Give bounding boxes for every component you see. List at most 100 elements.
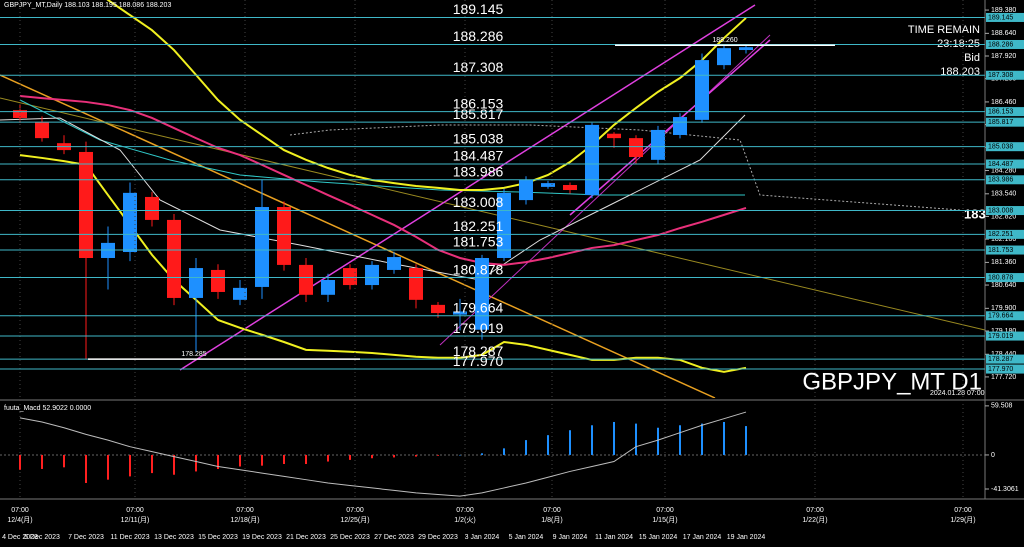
macd-bar — [63, 454, 65, 468]
level-tag-label: 181.753 — [988, 247, 1013, 254]
macd-bar — [679, 425, 681, 455]
x-time-label: 07:00 — [954, 507, 972, 514]
level-tag-label: 186.153 — [988, 108, 1013, 115]
candle-body — [79, 151, 93, 258]
candle-body — [35, 122, 49, 139]
level-tag-label: 180.878 — [988, 274, 1013, 281]
candle-body — [167, 219, 181, 298]
y-tick-label: 183.540 — [991, 191, 1016, 198]
x-date-label: 12/11(月) — [121, 516, 150, 524]
candle-body — [651, 129, 665, 160]
level-tag — [986, 159, 1024, 169]
trend-line — [0, 74, 716, 398]
level-tag — [986, 12, 1024, 22]
y-tick-label: 189.380 — [991, 7, 1016, 14]
channel-line — [179, 4, 756, 371]
x-time-label: 07:00 — [543, 507, 561, 514]
y-tick-label: 187.920 — [991, 53, 1016, 60]
level-tag — [986, 245, 1024, 255]
candle-body — [585, 124, 599, 196]
macd-bar — [107, 454, 109, 480]
candle-body — [629, 138, 643, 157]
macd-bar — [547, 435, 549, 455]
bid-value: 188.203 — [940, 66, 980, 78]
macd-bar — [327, 454, 329, 462]
y-tick-label: 59.508 — [991, 403, 1013, 410]
x-time-label: 07:00 — [236, 507, 254, 514]
macd-bar — [261, 454, 263, 466]
macd-bar — [283, 454, 285, 465]
candle-body — [123, 192, 137, 253]
x-tick-label: 4 Dec 2023 — [2, 534, 38, 541]
x-date-label: 12/4(月) — [7, 516, 32, 524]
x-date-label: 12/18(月) — [230, 516, 259, 524]
level-tag-label: 178.287 — [988, 356, 1013, 363]
candle-body — [277, 207, 291, 265]
x-time-label: 07:00 — [346, 507, 364, 514]
indicator-line — [19, 94, 747, 266]
candle-body — [431, 304, 445, 314]
level-tag — [986, 364, 1024, 374]
x-tick-label: 15 Jan 2024 — [639, 534, 678, 541]
level-tag-label: 182.251 — [988, 231, 1013, 238]
macd-bar — [613, 421, 615, 455]
macd-bar — [591, 425, 593, 455]
candle-body — [673, 117, 687, 135]
level-label: 185.038 — [453, 130, 504, 146]
macd-bar — [41, 454, 43, 469]
x-tick-label: 17 Jan 2024 — [683, 534, 722, 541]
candle-body — [695, 60, 709, 120]
macd-bar — [371, 454, 373, 459]
level-tag — [986, 229, 1024, 239]
channel-line — [439, 34, 771, 346]
level-tag-label: 177.970 — [988, 366, 1013, 373]
candle-body — [13, 110, 27, 118]
candle-body — [365, 264, 379, 286]
candle-body — [739, 47, 753, 51]
y-tick-label: 186.460 — [991, 99, 1016, 106]
time-remain: 23:18:25 — [937, 38, 980, 50]
side-label: 183 — [964, 206, 986, 221]
x-tick-label: 25 Dec 2023 — [330, 534, 370, 541]
y-tick-label: 179.900 — [991, 305, 1016, 312]
candle-body — [189, 268, 203, 298]
level-tag-label: 185.038 — [988, 144, 1013, 151]
level-tag — [986, 175, 1024, 185]
time-remain-label: TIME REMAIN — [908, 24, 980, 36]
macd-bar — [85, 454, 87, 483]
level-tag — [986, 117, 1024, 127]
macd-bar — [481, 453, 483, 455]
x-date-label: 1/22(月) — [802, 516, 827, 524]
macd-bar — [437, 454, 439, 456]
level-label: 189.145 — [453, 1, 504, 17]
macd-bar — [19, 454, 21, 470]
macd-bar — [635, 423, 637, 455]
annotation-label: 178.285 — [181, 351, 206, 358]
level-tag — [986, 107, 1024, 117]
level-tag — [986, 39, 1024, 49]
candle-body — [255, 207, 269, 287]
macd-label: fuuta_Macd 52.9022 0.0000 — [4, 405, 91, 412]
x-tick-label: 11 Jan 2024 — [595, 534, 633, 541]
level-label: 188.286 — [453, 28, 504, 44]
candle-body — [321, 280, 335, 295]
trend-line — [0, 97, 985, 331]
level-tag-label: 185.817 — [988, 119, 1013, 126]
candle-body — [563, 184, 577, 191]
candle-body — [299, 264, 313, 295]
x-tick-label: 3 Jan 2024 — [465, 534, 500, 541]
macd-bar — [459, 454, 461, 456]
level-label: 184.487 — [453, 148, 504, 164]
level-tag-label: 184.487 — [988, 161, 1013, 168]
x-date-label: 1/8(月) — [541, 516, 562, 524]
x-time-label: 07:00 — [11, 507, 29, 514]
level-label: 183.986 — [453, 163, 504, 179]
x-time-label: 07:00 — [656, 507, 674, 514]
y-tick-label: 177.720 — [991, 374, 1016, 381]
level-label: 177.970 — [453, 353, 504, 369]
level-tag — [986, 70, 1024, 80]
level-label: 187.308 — [453, 59, 504, 75]
level-tag-label: 187.308 — [988, 72, 1013, 79]
